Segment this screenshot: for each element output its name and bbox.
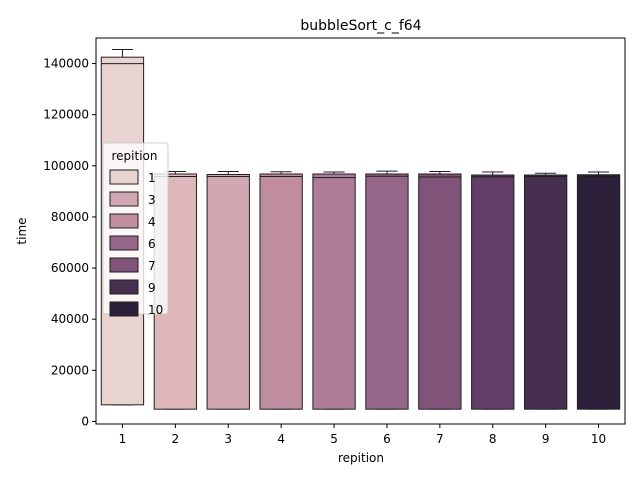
- x-tick-label: 5: [330, 432, 338, 446]
- box-9: [523, 172, 568, 410]
- legend-label: 1: [148, 171, 156, 185]
- legend-label: 4: [148, 215, 156, 229]
- x-tick-label: 2: [172, 432, 180, 446]
- axes-layer: 0 20000 40000 60000 80000 100000 120000 140000 1…: [43, 37, 626, 446]
- legend-label: 10: [148, 303, 163, 317]
- y-tick-label: 140000: [43, 57, 89, 71]
- box-5: [312, 171, 356, 410]
- box-3: [206, 170, 250, 410]
- y-tick-label: 60000: [51, 261, 89, 275]
- boxes-layer: [100, 49, 621, 410]
- x-tick-label: 9: [542, 432, 550, 446]
- x-axis-label: repition: [338, 451, 384, 465]
- box-rect: [206, 174, 250, 410]
- y-tick-label: 120000: [43, 108, 89, 122]
- box-8: [471, 171, 515, 410]
- legend-title: repition: [112, 149, 158, 163]
- legend-label: 3: [148, 193, 156, 207]
- box-rect: [312, 173, 356, 410]
- box-rect: [471, 174, 515, 410]
- legend-swatch: [109, 235, 139, 251]
- legend-swatch: [109, 169, 139, 185]
- y-tick-label: 20000: [51, 363, 89, 377]
- x-tick-label: 6: [383, 432, 391, 446]
- box-rect: [418, 173, 462, 410]
- y-tick-label: 80000: [51, 210, 89, 224]
- legend-swatch: [109, 279, 139, 295]
- legend-swatch: [109, 213, 139, 229]
- box-4: [259, 171, 303, 410]
- x-tick-label: 10: [591, 432, 606, 446]
- box-10: [576, 171, 621, 410]
- chart-title: bubbleSort_c_f64: [300, 18, 421, 34]
- box-6: [365, 170, 409, 410]
- x-tick-label: 4: [277, 432, 285, 446]
- box-rect: [365, 173, 409, 410]
- x-tick-label: 7: [436, 432, 444, 446]
- y-tick-label: 100000: [43, 159, 89, 173]
- legend-swatch: [109, 257, 139, 273]
- x-tick-label: 3: [224, 432, 232, 446]
- box-rect: [576, 174, 621, 410]
- legend-swatch: [109, 191, 139, 207]
- box-7: [418, 170, 462, 410]
- x-tick-label: 8: [489, 432, 497, 446]
- x-tick-label: 1: [119, 432, 127, 446]
- legend: repition 1 3 4 6 7 9 10: [102, 142, 169, 317]
- legend-swatch: [109, 301, 139, 317]
- y-axis-label: time: [15, 217, 29, 244]
- box-rect: [259, 173, 303, 410]
- legend-label: 9: [148, 281, 156, 295]
- y-tick-label: 0: [81, 414, 89, 428]
- plot-frame: [95, 37, 626, 425]
- y-tick-label: 40000: [51, 312, 89, 326]
- box-rect: [523, 174, 568, 410]
- legend-label: 7: [148, 259, 156, 273]
- legend-label: 6: [148, 237, 156, 251]
